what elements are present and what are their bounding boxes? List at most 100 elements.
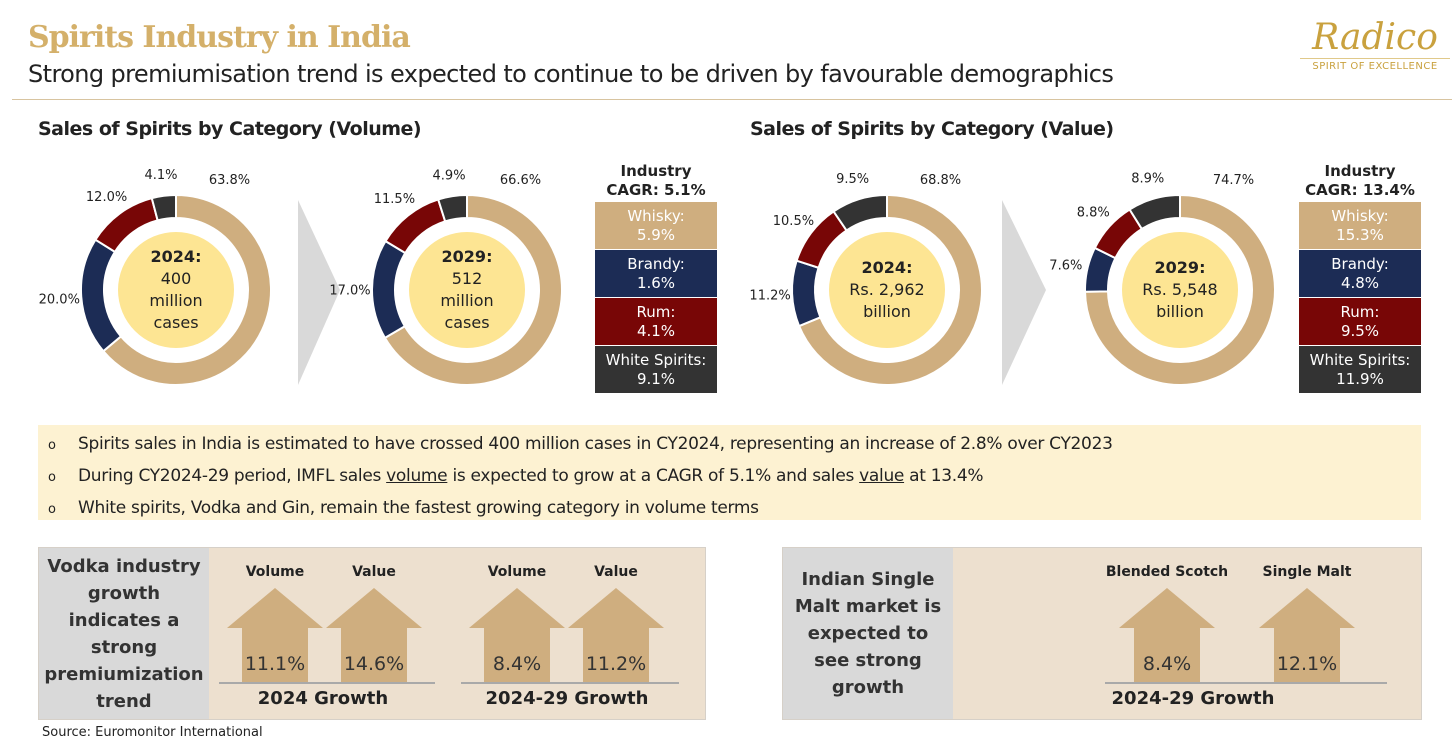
slice-label: 8.9% <box>1131 172 1164 187</box>
slice-label: 4.1% <box>144 168 177 183</box>
bullet-item: o Spirits sales in India is estimated to … <box>48 429 1421 461</box>
center-value: cases <box>153 313 198 332</box>
center-value: million <box>149 291 202 310</box>
slice-label: 10.5% <box>773 214 814 229</box>
bullet-marker: o <box>48 502 56 517</box>
donut-slice-whisky <box>797 193 983 386</box>
arrow-value: 8.4% <box>492 653 542 675</box>
bullet-marker: o <box>48 470 56 485</box>
donut-center <box>829 232 945 348</box>
bullet-text: Spirits sales in India is estimated to h… <box>78 434 1113 454</box>
value-cagr-legend: Industry CAGR: 13.4% Whisky: 15.3% Brandy:… <box>1299 162 1421 394</box>
legend-value: 4.8% <box>1340 274 1380 292</box>
legend-label: White Spirits: <box>1309 351 1411 369</box>
legend-label: Rum: <box>636 303 676 321</box>
radico-logo: Radico SPIRIT OF EXCELLENCE <box>1300 18 1450 72</box>
source-note: Source: Euromonitor International <box>42 725 263 740</box>
legend-value: 9.5% <box>1340 322 1380 340</box>
slice-label: 4.9% <box>433 168 466 183</box>
arrow-value: 11.1% <box>244 653 306 675</box>
legend-label: Brandy: <box>627 255 685 273</box>
malt-arrows <box>1105 588 1387 684</box>
legend-label: Whisky: <box>627 207 685 225</box>
center-year: 2024: <box>151 247 202 266</box>
arrow-value: 14.6% <box>343 653 405 675</box>
legend-header-line: Industry <box>620 162 692 180</box>
vodka-arrows <box>219 588 679 684</box>
legend-brandy: Brandy: 1.6% <box>595 250 717 298</box>
bullet-item: o During CY2024-29 period, IMFL sales vol… <box>48 461 1421 493</box>
legend-value: 11.9% <box>1336 370 1384 388</box>
donut-slice-whisky <box>1083 193 1276 386</box>
legend-value: 4.1% <box>636 322 676 340</box>
arrow-value: 11.2% <box>585 653 647 675</box>
center-year: 2024: <box>862 258 913 277</box>
bullet-text: During CY2024-29 period, IMFL sales <box>78 466 387 486</box>
arrow-value: 12.1% <box>1276 653 1338 675</box>
legend-rum: Rum: 4.1% <box>595 298 717 346</box>
vodka-growth-panel: Vodka industry growth indicates a strong… <box>38 547 706 720</box>
slice-label: 7.6% <box>1049 258 1082 273</box>
slice-label: 63.8% <box>209 173 250 188</box>
logo-tagline: SPIRIT OF EXCELLENCE <box>1300 58 1450 72</box>
donut-slice-white-spirits <box>436 193 468 223</box>
header-divider <box>12 99 1452 100</box>
bullet-underlined: volume <box>386 466 448 486</box>
bullet-text: is expected to grow at a CAGR of 5.1% an… <box>447 466 860 486</box>
key-points: o Spirits sales in India is estimated to … <box>38 425 1421 520</box>
donut-center <box>1122 232 1238 348</box>
arrow-chevron-value <box>1002 200 1046 385</box>
legend-header-line: Industry <box>1324 162 1396 180</box>
slice-label: 12.0% <box>86 190 127 205</box>
donut-slice-white-spirits <box>150 193 177 222</box>
up-arrow-icon <box>1119 588 1215 682</box>
legend-white-spirits: White Spirits: 9.1% <box>595 346 717 394</box>
bullet-marker: o <box>48 438 56 453</box>
legend-brandy: Brandy: 4.8% <box>1299 250 1421 298</box>
logo-brand: Radico <box>1312 17 1438 58</box>
up-arrow-icon <box>227 588 323 682</box>
legend-whisky: Whisky: 5.9% <box>595 202 717 250</box>
slice-label: 11.2% <box>749 288 790 303</box>
group-label: 2024-29 Growth <box>485 688 649 709</box>
slice-label: 68.8% <box>920 173 961 188</box>
donut-slice-brandy <box>80 238 123 353</box>
single-malt-panel: Indian Single Malt market is expected to… <box>782 547 1422 720</box>
slice-label: 66.6% <box>500 173 541 188</box>
page-title: Spirits Industry in India <box>28 20 411 55</box>
arrow-label: Volume <box>487 564 547 580</box>
arrow-label: Value <box>594 564 638 580</box>
slice-label: 74.7% <box>1213 173 1254 188</box>
up-arrow-icon <box>1259 588 1355 682</box>
donut-center <box>118 232 234 348</box>
legend-label: Brandy: <box>1331 255 1389 273</box>
legend-value: 1.6% <box>636 274 676 292</box>
value-section-title: Sales of Spirits by Category (Value) <box>750 118 1114 140</box>
center-value: cases <box>444 313 489 332</box>
legend-whisky: Whisky: 15.3% <box>1299 202 1421 250</box>
arrow-label: Blended Scotch <box>1105 564 1229 580</box>
legend-header-line: CAGR: 5.1% <box>606 181 706 199</box>
volume-cagr-legend: Industry CAGR: 5.1% Whisky: 5.9% Brandy: 1.… <box>595 162 717 394</box>
donut-slice-brandy <box>791 259 822 328</box>
legend-header-line: CAGR: 13.4% <box>1305 181 1415 199</box>
legend-label: White Spirits: <box>605 351 707 369</box>
donut-charts: 63.8% 20.0% 12.0% 4.1% 2024: 400 million cases 6… <box>39 168 1276 386</box>
slice-label: 20.0% <box>39 292 80 307</box>
center-value: 512 <box>452 269 483 288</box>
center-year: 2029: <box>1155 258 1206 277</box>
bullet-item: o White spirits, Vodka and Gin, remain th… <box>48 493 1421 525</box>
center-value: Rs. 2,962 <box>849 280 924 299</box>
legend-label: Whisky: <box>1331 207 1389 225</box>
arrow-label: Volume <box>245 564 305 580</box>
legend-label: Rum: <box>1340 303 1380 321</box>
group-label: 2024-29 Growth <box>1111 688 1275 709</box>
donut-slice-whisky <box>101 193 272 386</box>
malt-summary: Indian Single Malt market is expected to… <box>783 548 953 719</box>
legend-white-spirits: White Spirits: 11.9% <box>1299 346 1421 394</box>
donut-slice-whisky <box>383 193 563 386</box>
donut-slice-white-spirits <box>1128 193 1181 231</box>
legend-value: 9.1% <box>636 370 676 388</box>
arrow-label: Single Malt <box>1262 564 1352 580</box>
slice-label: 17.0% <box>329 283 370 298</box>
